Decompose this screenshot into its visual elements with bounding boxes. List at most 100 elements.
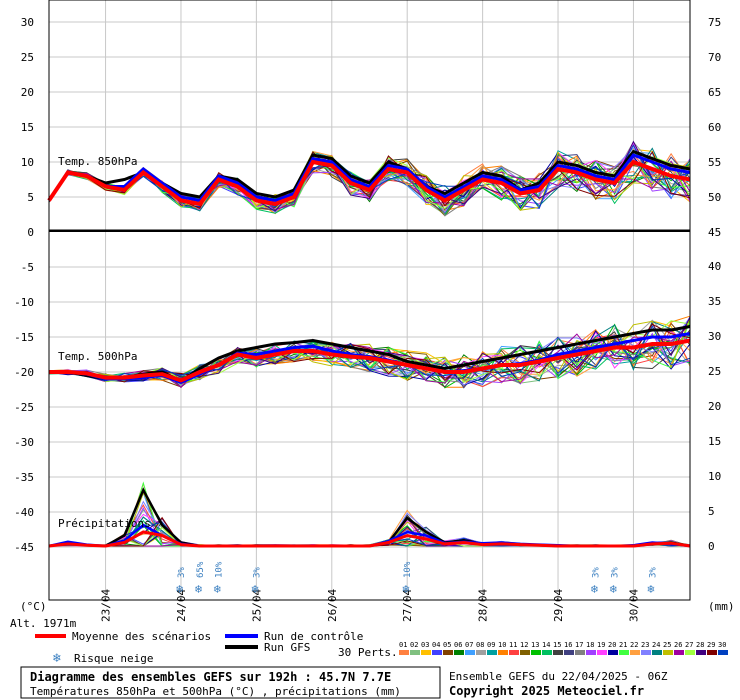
- right-tick-label: 40: [708, 260, 721, 273]
- x-tick-label: 30/04: [627, 589, 640, 622]
- right-tick-label: 75: [708, 16, 721, 29]
- mean-precip-line: [48, 530, 691, 548]
- x-axis-ticks: 23/04 24/04 25/04 26/04 27/04 28/04 29/04 30/04: [100, 589, 641, 622]
- pert-legend-swatch: [399, 650, 409, 655]
- snow-risk-pct: 3%: [648, 567, 658, 578]
- label-precip: Précipitations: [58, 517, 151, 530]
- pert-legend-swatch: [696, 650, 706, 655]
- pert-legend-number: 20: [608, 641, 616, 649]
- x-tick-label: 29/04: [552, 589, 565, 622]
- pert-legend-swatch: [542, 650, 552, 655]
- pert-legend-number: 19: [597, 641, 605, 649]
- pert-legend-number: 08: [476, 641, 484, 649]
- label-temp-500: Temp. 500hPa: [58, 350, 137, 363]
- pert-legend-number: 17: [575, 641, 583, 649]
- left-tick-label: 5: [27, 191, 34, 204]
- pert-legend-number: 15: [553, 641, 561, 649]
- snow-risk-marks: ❄ 3% ❄ 65% ❄ 10% ❄ 3% ❄ 10% ❄ 3% ❄ 3% ❄ 3%: [176, 561, 658, 596]
- pert-legend-swatch: [432, 650, 442, 655]
- x-tick-label: 23/04: [100, 589, 113, 622]
- snowflake-icon: ❄: [251, 582, 258, 596]
- mean-500-line: [49, 338, 691, 383]
- right-unit: (mm): [708, 600, 735, 613]
- snowflake-icon: ❄: [52, 651, 61, 666]
- copyright: Copyright 2025 Meteociel.fr: [449, 684, 644, 698]
- x-tick-label: 28/04: [477, 589, 490, 622]
- mean-850-line: [47, 159, 691, 207]
- footer-title-box: [20, 666, 441, 699]
- pert-legend-swatch: [531, 650, 541, 655]
- altitude-label: Alt. 1971m: [10, 617, 77, 630]
- right-tick-label: 50: [708, 191, 721, 204]
- snowflake-icon: ❄: [402, 582, 409, 596]
- snowflake-icon: ❄: [195, 582, 202, 596]
- left-tick-label: 10: [21, 156, 34, 169]
- pert-legend-number: 22: [630, 641, 638, 649]
- run-info: Ensemble GEFS du 22/04/2025 - 06Z: [449, 670, 668, 683]
- pert-legend-number: 06: [454, 641, 462, 649]
- x-tick-label: 27/04: [401, 589, 414, 622]
- right-tick-label: 45: [708, 226, 721, 239]
- pert-legend-swatch: [608, 650, 618, 655]
- pert-legend-swatch: [509, 650, 519, 655]
- legend-mean-label: Moyenne des scénarios: [72, 630, 211, 643]
- pert-legend-swatch: [630, 650, 640, 655]
- pert-legend-swatch: [641, 650, 651, 655]
- right-tick-label: 20: [708, 400, 721, 413]
- pert-legend-number: 05: [443, 641, 451, 649]
- right-tick-label: 30: [708, 330, 721, 343]
- snow-risk-pct: 10%: [215, 561, 225, 578]
- control-850-line: [47, 153, 691, 203]
- pert-legend-number: 14: [542, 641, 550, 649]
- left-tick-label: 30: [21, 16, 34, 29]
- pert-legend-swatch: [465, 650, 475, 655]
- right-tick-label: 60: [708, 121, 721, 134]
- pert-legend-number: 30: [718, 641, 726, 649]
- snow-risk-pct: 3%: [177, 567, 187, 578]
- pert-legend-number: 16: [564, 641, 572, 649]
- pert-legend-swatch: [410, 650, 420, 655]
- legend-perts-label: 30 Perts.: [338, 646, 398, 659]
- right-tick-label: 10: [708, 470, 721, 483]
- snowflake-icon: ❄: [647, 582, 654, 596]
- legend-snow-label: Risque neige: [74, 652, 153, 665]
- grid-850: [49, 0, 690, 230]
- snowflake-icon: ❄: [176, 582, 183, 596]
- pert-legend-swatch: [421, 650, 431, 655]
- left-tick-label: 15: [21, 121, 34, 134]
- pert-legend-swatch: [718, 650, 728, 655]
- pert-legend-number: 04: [432, 641, 440, 649]
- left-tick-label: 20: [21, 86, 34, 99]
- pert-legend-number: 10: [498, 641, 506, 649]
- right-tick-label: 55: [708, 156, 721, 169]
- pert-legend-swatch: [553, 650, 563, 655]
- right-tick-label: 25: [708, 365, 721, 378]
- pert-legend-swatch: [476, 650, 486, 655]
- left-tick-label: -20: [14, 366, 34, 379]
- pert-legend-number: 13: [531, 641, 539, 649]
- snowflake-icon: ❄: [591, 582, 598, 596]
- pert-legend-swatch: [597, 650, 607, 655]
- chart-subtitle: Températures 850hPa et 500hPa (°C) , pré…: [30, 685, 401, 698]
- left-tick-label: -40: [14, 506, 34, 519]
- pert-legend-swatch: [674, 650, 684, 655]
- left-tick-label: -45: [14, 541, 34, 554]
- x-tick-label: 25/04: [250, 589, 263, 622]
- left-tick-label: 25: [21, 51, 34, 64]
- left-tick-label: -5: [21, 261, 34, 274]
- snow-risk-pct: 10%: [403, 561, 413, 578]
- left-tick-label: -10: [14, 296, 34, 309]
- pert-legend-swatch: [575, 650, 585, 655]
- pert-legend-swatch: [487, 650, 497, 655]
- snow-risk-pct: 3%: [611, 567, 621, 578]
- pert-legend-number: 27: [685, 641, 693, 649]
- pert-legend-swatch: [443, 650, 453, 655]
- pert-legend-number: 07: [465, 641, 473, 649]
- chart-title: Diagramme des ensembles GEFS sur 192h : …: [30, 670, 391, 684]
- pert-legend-swatch: [619, 650, 629, 655]
- snow-risk-pct: 3%: [252, 567, 262, 578]
- pert-legend-number: 29: [707, 641, 715, 649]
- left-tick-label: -35: [14, 471, 34, 484]
- pert-legend-number: 09: [487, 641, 495, 649]
